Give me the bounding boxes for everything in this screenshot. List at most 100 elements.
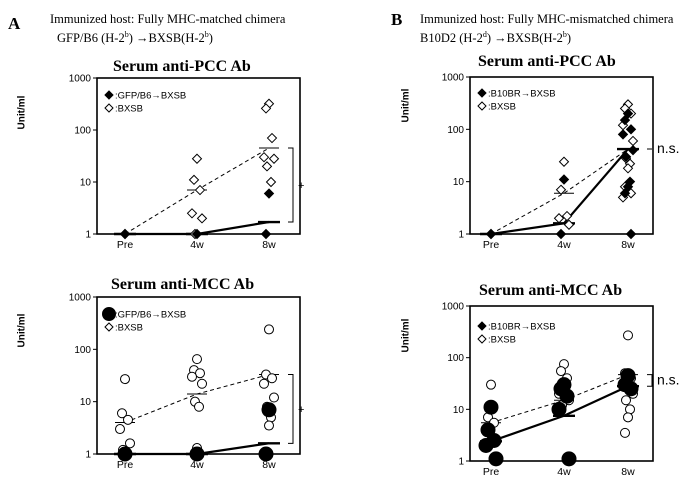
panel-b-header-sup2: b <box>562 30 567 39</box>
data-point <box>115 424 125 435</box>
legend-marker <box>104 90 114 100</box>
data-point <box>260 228 272 240</box>
plot-frame <box>469 305 654 462</box>
data-point <box>558 156 570 167</box>
data-point <box>261 161 273 172</box>
data-point <box>258 446 274 462</box>
x-tick-label: 8w <box>621 239 635 251</box>
legend-label: :B10BR→BXSB <box>488 322 556 333</box>
data-point <box>553 213 565 224</box>
panel-a-header-line2: GFP/B6 (H-2b) →BXSB(H-2b) <box>50 27 285 46</box>
x-tick-label: 4w <box>190 459 204 471</box>
panel-b-header-end: ) <box>566 31 572 46</box>
data-point <box>197 378 207 389</box>
data-point <box>625 228 637 240</box>
data-point <box>266 132 278 144</box>
data-point <box>622 163 634 174</box>
y-tick-label: 1 <box>85 450 91 461</box>
chart-a-mcc-title: Serum anti-MCC Ab <box>111 276 255 293</box>
x-tick-label: 8w <box>262 239 276 251</box>
significance-bracket <box>288 147 294 223</box>
data-point <box>620 151 632 162</box>
data-point <box>261 402 277 418</box>
x-tick-label: 4w <box>190 239 204 251</box>
data-point <box>486 379 496 390</box>
y-tick-label: 10 <box>80 178 92 189</box>
legend-label: :BXSB <box>488 102 516 113</box>
y-tick-label: 1 <box>458 457 464 468</box>
data-point <box>265 176 277 188</box>
data-point <box>563 219 575 230</box>
y-tick-label: 10 <box>453 405 465 416</box>
significance-bracket <box>288 374 294 444</box>
chart-a-pcc-title: Serum anti-PCC Ab <box>113 58 251 75</box>
legend-marker <box>104 322 114 332</box>
data-point <box>260 103 272 114</box>
panel-b-header-line1: Immunized host: Fully MHC-mismatched chi… <box>420 12 674 26</box>
data-point <box>192 354 202 365</box>
data-point <box>555 184 567 195</box>
data-point <box>264 420 274 431</box>
data-point <box>269 392 279 403</box>
y-tick-label: 10 <box>80 397 92 408</box>
panel-b-header-arrow: ) →BXSB(H-2 <box>486 31 563 46</box>
y-tick-label: 1000 <box>442 73 465 84</box>
x-tick-label: 8w <box>621 466 635 478</box>
data-point <box>125 438 135 449</box>
data-point <box>561 210 573 222</box>
panel-a-header-end: ) <box>208 31 213 46</box>
chart-b-pcc: 1 10 100 1000 Pre 4w 8w n.s.:B10BR→BXSB:BXSB <box>442 73 680 252</box>
data-point <box>619 114 631 126</box>
legend-marker <box>102 307 116 321</box>
y-tick-label: 1 <box>458 230 464 241</box>
chart-a-pcc-ylabel: Unit/ml <box>16 95 28 130</box>
data-point <box>483 399 499 415</box>
data-point <box>559 388 575 404</box>
data-point <box>558 174 570 185</box>
panel-a-header-arrow: ) →BXSB(H-2 <box>128 31 205 46</box>
y-tick-label: 10 <box>453 177 465 188</box>
panel-letter-a: A <box>8 14 21 33</box>
mean-line-comparison <box>490 148 629 235</box>
data-point <box>555 228 567 240</box>
x-tick-label: Pre <box>117 459 134 471</box>
legend-marker <box>477 321 487 331</box>
y-tick-label: 100 <box>74 345 91 356</box>
chart-b-mcc-ylabel: Unit/ml <box>400 318 412 353</box>
legend-label: :BXSB <box>488 335 516 346</box>
data-point <box>625 124 637 135</box>
y-tick-label: 1000 <box>69 74 92 85</box>
data-point <box>267 373 277 384</box>
data-point <box>119 228 131 240</box>
legend-marker <box>477 101 487 111</box>
data-point <box>188 174 200 186</box>
data-point <box>488 451 504 467</box>
panel-b-header: Immunized host: Fully MHC-mismatched chi… <box>420 11 673 46</box>
chart-a-mcc-ylabel: Unit/ml <box>16 313 28 348</box>
x-tick-label: Pre <box>117 239 134 251</box>
x-tick-label: 4w <box>557 466 571 478</box>
panel-a-header-sup2: b <box>204 30 209 39</box>
x-tick-label: 8w <box>262 459 276 471</box>
chart-a-pcc: 1 10 100 1000 Pre 4w 8w +:GFP/B6→BXSB:BXSB <box>69 74 305 252</box>
data-point <box>187 371 197 382</box>
significance-label: n.s. <box>657 371 680 387</box>
panel-b-header-line2: B10D2 (H-2d) →BXSB(H-2b) <box>420 27 673 46</box>
data-point <box>623 330 633 341</box>
y-tick-label: 100 <box>447 353 464 364</box>
data-point <box>485 228 497 240</box>
y-tick-label: 1000 <box>69 293 92 304</box>
data-point <box>623 412 633 423</box>
legend-marker <box>477 334 487 344</box>
panel-b-header-sup1: d <box>482 30 487 39</box>
data-point <box>627 144 639 156</box>
x-tick-label: Pre <box>483 239 500 251</box>
data-point <box>263 188 275 199</box>
data-point <box>189 446 205 462</box>
data-point <box>620 427 630 438</box>
panel-a-header-line1: Immunized host: Fully MHC-matched chimer… <box>50 12 286 26</box>
data-point <box>627 135 639 147</box>
mean-line-comparison <box>490 374 629 424</box>
significance-bracket <box>647 374 653 387</box>
significance-label: n.s. <box>657 140 680 156</box>
